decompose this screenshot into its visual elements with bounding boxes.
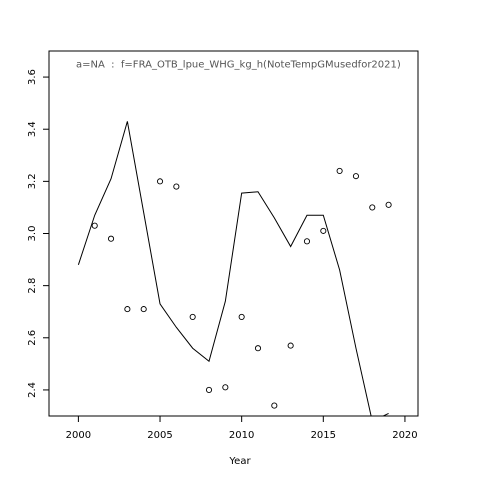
- y-tick-label: 3.2: [27, 173, 38, 189]
- data-point: [369, 204, 376, 211]
- chart-annotation: a=NA : f=FRA_OTB_lpue_WHG_kg_h(NoteTempG…: [76, 60, 401, 71]
- data-point: [254, 345, 262, 352]
- data-point: [287, 342, 294, 349]
- y-tick-label: 2.4: [27, 382, 38, 398]
- data-point: [107, 235, 115, 242]
- data-point: [91, 222, 98, 229]
- plot-area: [77, 121, 392, 416]
- data-point: [271, 402, 278, 409]
- data-point: [156, 178, 164, 185]
- data-point: [173, 183, 180, 190]
- data-point: [140, 306, 147, 313]
- data-point: [336, 167, 343, 174]
- y-tick-label: 3.4: [27, 121, 38, 137]
- data-point: [385, 201, 392, 208]
- x-tick-label: 2020: [392, 430, 417, 441]
- data-point: [222, 384, 229, 391]
- data-point: [124, 306, 131, 313]
- series-line: [77, 121, 389, 416]
- x-tick-label: 2000: [66, 430, 91, 441]
- y-tick-label: 2.8: [27, 278, 38, 294]
- x-axis: 2000 2005 2010 2015 2020: [66, 416, 418, 441]
- x-tick-label: 2005: [147, 430, 172, 441]
- plot-frame: [48, 50, 419, 417]
- data-point: [320, 227, 327, 234]
- x-tick-label: 2015: [311, 430, 336, 441]
- x-tick-label: 2010: [229, 430, 254, 441]
- data-point: [352, 173, 360, 180]
- y-tick-label: 3.6: [27, 69, 38, 85]
- x-axis-title: Year: [228, 456, 251, 467]
- y-tick-label: 2.6: [27, 330, 38, 346]
- data-point: [238, 313, 245, 320]
- data-point: [303, 238, 311, 245]
- data-point: [189, 313, 196, 320]
- y-axis: 2.4 2.6 2.8 3.0 3.2 3.4 3.6: [27, 69, 49, 398]
- y-tick-label: 3.0: [27, 226, 38, 242]
- data-point: [205, 386, 213, 393]
